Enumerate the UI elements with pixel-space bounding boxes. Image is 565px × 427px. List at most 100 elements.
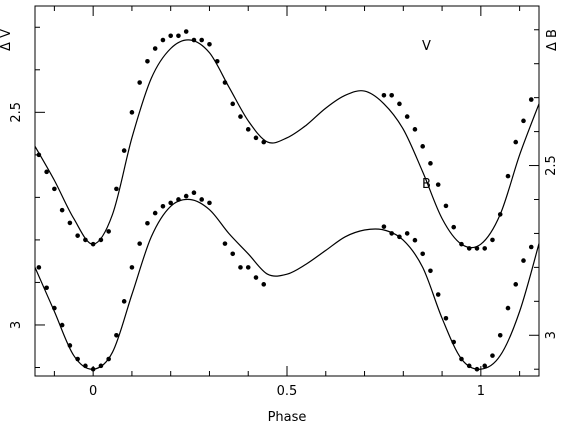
- data-point-v: [67, 220, 73, 226]
- data-point-b: [521, 258, 526, 263]
- data-point-b: [44, 285, 49, 291]
- data-point-v: [482, 246, 488, 251]
- data-point-b: [490, 353, 495, 358]
- data-point-v: [528, 97, 534, 102]
- data-point-v: [521, 118, 526, 124]
- data-point-v: [191, 37, 197, 43]
- data-point-b: [466, 363, 472, 369]
- data-point-v: [44, 169, 49, 175]
- x-tick-label: 1: [477, 384, 485, 399]
- data-point-b: [497, 332, 503, 338]
- data-point-b: [381, 224, 387, 229]
- data-point-v: [207, 41, 212, 47]
- data-point-v: [261, 139, 267, 145]
- data-point-b: [451, 339, 457, 345]
- axis-tick-labels: 0 0.5 1 2.5 3 2.5 3: [9, 102, 559, 399]
- data-point-v: [152, 46, 158, 51]
- data-point-v: [129, 110, 135, 115]
- data-point-v: [114, 186, 119, 192]
- data-point-v: [90, 241, 96, 247]
- data-point-b: [238, 265, 243, 270]
- data-point-b: [199, 197, 205, 202]
- data-point-v: [137, 80, 142, 85]
- data-point-b: [459, 356, 464, 362]
- fit-curves: [34, 39, 540, 370]
- y-tick-label-left: 2.5: [9, 102, 24, 123]
- data-point-b: [505, 305, 511, 311]
- data-point-v: [381, 93, 387, 98]
- data-point-v: [168, 33, 173, 39]
- data-point-b: [435, 292, 441, 297]
- data-point-b: [404, 231, 410, 236]
- data-point-b: [114, 332, 119, 338]
- data-point-b: [59, 322, 65, 328]
- plot-frame: [34, 5, 540, 377]
- data-point-v: [490, 237, 495, 243]
- data-point-v: [145, 58, 150, 64]
- data-point-v: [389, 93, 394, 98]
- data-point-v: [121, 148, 127, 153]
- data-points: [36, 29, 534, 372]
- data-point-b: [36, 265, 42, 270]
- data-point-b: [482, 363, 488, 369]
- x-axis-label: Phase: [268, 410, 307, 425]
- data-point-v: [443, 203, 449, 209]
- axis-ticks: [35, 6, 539, 376]
- data-point-v: [245, 127, 251, 132]
- y-tick-label-right: 3: [544, 331, 559, 339]
- data-point-v: [98, 237, 104, 243]
- y-axis-label-right: Δ B: [545, 29, 560, 51]
- data-point-b: [183, 193, 189, 199]
- y-tick-label-left: 3: [9, 321, 24, 329]
- fit-curve-b: [34, 198, 540, 370]
- data-point-v: [412, 127, 418, 132]
- data-point-v: [497, 212, 503, 217]
- data-point-v: [505, 173, 511, 179]
- data-point-v: [435, 182, 441, 187]
- data-point-v: [160, 37, 166, 43]
- data-point-v: [176, 33, 181, 39]
- data-point-b: [129, 265, 135, 270]
- data-point-b: [83, 363, 88, 369]
- data-point-v: [474, 246, 480, 251]
- data-point-b: [420, 251, 425, 257]
- data-point-v: [420, 144, 425, 149]
- data-point-b: [207, 200, 212, 206]
- data-point-b: [106, 356, 111, 362]
- data-point-b: [428, 268, 433, 274]
- data-point-b: [397, 234, 402, 240]
- data-point-b: [245, 265, 251, 270]
- data-point-v: [106, 229, 111, 234]
- data-point-b: [168, 200, 173, 206]
- data-point-v: [199, 37, 205, 43]
- data-point-b: [412, 237, 418, 243]
- data-point-b: [152, 210, 158, 216]
- data-point-b: [191, 190, 197, 195]
- data-point-v: [466, 246, 472, 251]
- fit-curve-v: [34, 39, 540, 249]
- data-point-v: [52, 186, 57, 192]
- data-point-v: [428, 161, 433, 166]
- data-point-b: [222, 241, 228, 246]
- data-point-b: [121, 299, 127, 304]
- plot-border: [34, 5, 540, 377]
- data-point-v: [222, 80, 228, 85]
- series-label-v: V: [422, 39, 431, 54]
- data-point-b: [75, 356, 80, 362]
- data-point-b: [230, 251, 236, 257]
- data-point-b: [176, 197, 181, 202]
- data-point-v: [253, 135, 259, 141]
- data-point-b: [160, 203, 166, 209]
- data-point-b: [261, 282, 267, 287]
- data-point-v: [230, 101, 236, 107]
- data-point-v: [513, 139, 519, 145]
- data-point-v: [59, 207, 65, 213]
- data-point-b: [474, 366, 480, 372]
- x-tick-label: 0.5: [277, 384, 298, 399]
- series-label-b: B: [422, 177, 431, 192]
- data-point-b: [67, 343, 73, 348]
- data-point-b: [389, 231, 394, 236]
- data-point-v: [238, 114, 243, 119]
- data-point-b: [443, 315, 449, 321]
